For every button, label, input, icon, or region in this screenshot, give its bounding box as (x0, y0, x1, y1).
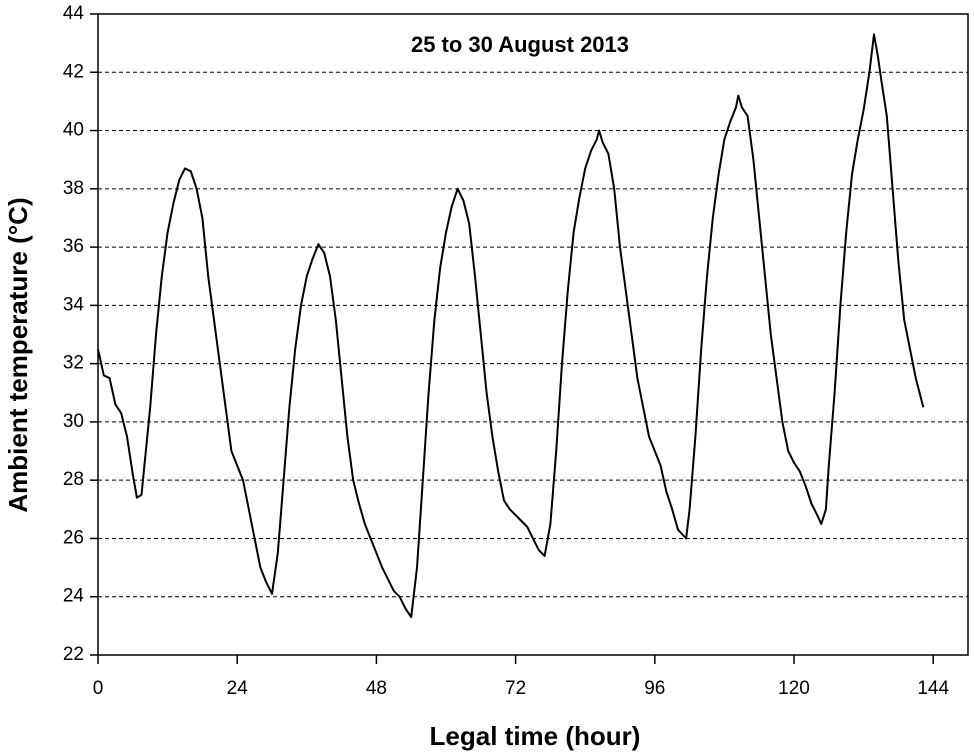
x-tick-label: 72 (505, 678, 526, 699)
y-tick-label: 40 (63, 120, 84, 141)
x-tick-label: 24 (227, 678, 249, 699)
y-tick-label: 30 (63, 411, 84, 432)
y-tick-label: 26 (63, 527, 84, 548)
y-tick-label: 32 (63, 353, 84, 374)
chart-title: 25 to 30 August 2013 (411, 32, 629, 57)
x-tick-label: 120 (778, 678, 810, 699)
x-axis-label: Legal time (hour) (430, 721, 641, 751)
y-tick-label: 36 (63, 236, 84, 257)
x-tick-label: 144 (917, 678, 949, 699)
y-tick-label: 24 (63, 586, 85, 607)
y-tick-label: 28 (63, 469, 84, 490)
plot-frame (97, 13, 969, 656)
y-tick-label: 38 (63, 178, 84, 199)
x-tick-label: 48 (366, 678, 387, 699)
y-tick-label: 34 (63, 294, 85, 315)
x-tick-label: 96 (644, 678, 665, 699)
y-tick-label: 44 (63, 3, 85, 24)
x-tick-label: 0 (93, 678, 104, 699)
y-axis-label: Ambient temperature (°C) (3, 197, 33, 512)
y-tick-label: 42 (63, 61, 84, 82)
y-tick-label: 22 (63, 644, 84, 665)
data-line (97, 33, 925, 619)
